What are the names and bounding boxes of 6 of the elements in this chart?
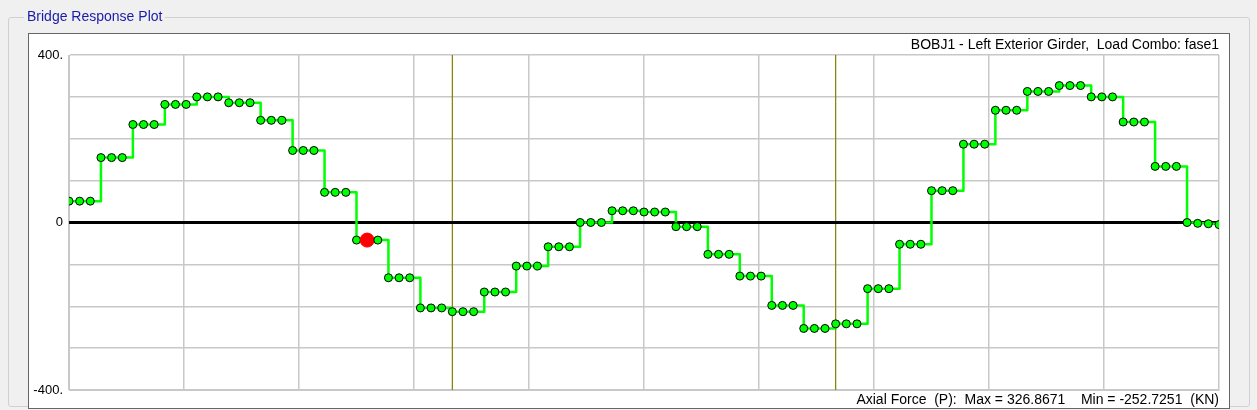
text: BOBJ1 - Left Exterior Girder, Load Combo: fase1 bbox=[910, 35, 1220, 52]
y-tick-label: 0 bbox=[55, 214, 63, 230]
text: Axial Force (P): Max = 326.8671 Min = -252.7251 (KN) bbox=[856, 390, 1219, 407]
chart-title: Bridge Response Plot bbox=[24, 8, 166, 24]
y-tick-label: 400. bbox=[37, 46, 63, 62]
y-tick-label: -400. bbox=[33, 381, 63, 397]
